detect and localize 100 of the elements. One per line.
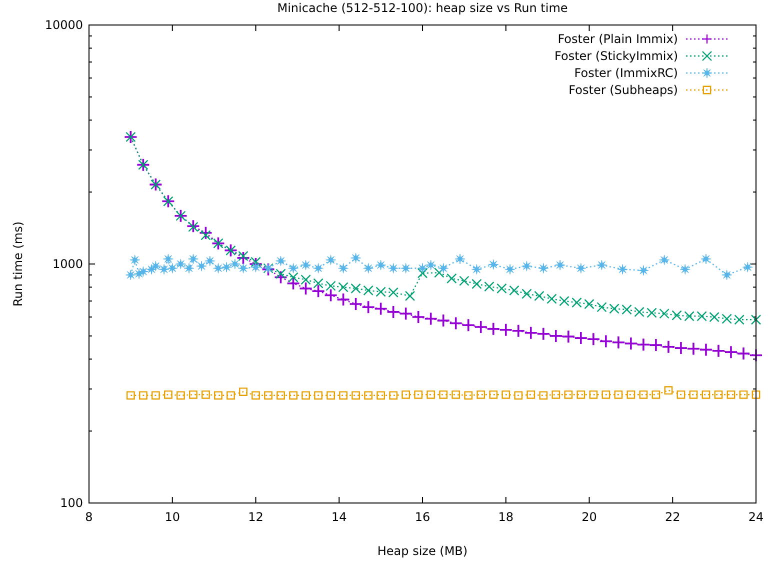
point xyxy=(646,308,657,318)
point xyxy=(539,391,548,400)
point xyxy=(302,391,310,400)
point xyxy=(204,256,216,266)
point xyxy=(552,390,560,399)
point xyxy=(417,263,428,274)
point xyxy=(486,322,500,336)
point xyxy=(438,263,449,274)
point xyxy=(509,285,520,296)
point xyxy=(138,391,148,400)
point xyxy=(696,311,707,322)
point xyxy=(348,297,363,311)
point xyxy=(750,314,762,325)
point xyxy=(714,390,723,399)
point xyxy=(417,268,428,278)
point xyxy=(221,262,232,272)
point xyxy=(236,251,250,265)
legend-label: Foster (StickyImmix) xyxy=(554,49,678,63)
point xyxy=(288,272,298,282)
point xyxy=(388,287,398,298)
point xyxy=(699,342,713,357)
legend-label: Foster (ImmixRC) xyxy=(574,66,678,80)
point xyxy=(130,254,140,266)
point xyxy=(311,284,326,298)
point xyxy=(722,270,732,280)
point xyxy=(464,391,473,400)
point xyxy=(624,336,638,350)
point xyxy=(484,281,494,292)
point xyxy=(426,390,436,399)
point xyxy=(584,298,594,310)
point xyxy=(522,288,532,299)
point xyxy=(196,260,207,272)
point xyxy=(554,260,566,270)
point xyxy=(534,290,544,302)
point xyxy=(684,311,694,322)
point xyxy=(461,318,476,332)
point xyxy=(652,390,660,399)
x-tick-label: 22 xyxy=(664,510,680,524)
point xyxy=(496,283,507,294)
point xyxy=(576,263,586,274)
point xyxy=(152,391,160,400)
point xyxy=(504,264,516,275)
point xyxy=(474,320,488,334)
point xyxy=(452,390,460,399)
point xyxy=(576,390,586,399)
point xyxy=(326,391,335,400)
point xyxy=(514,391,523,400)
point xyxy=(739,390,748,399)
point xyxy=(511,324,526,338)
point xyxy=(239,388,248,396)
point xyxy=(398,306,413,321)
point xyxy=(709,312,720,322)
point xyxy=(426,260,436,270)
point xyxy=(664,386,673,395)
point xyxy=(198,226,213,240)
point xyxy=(596,302,607,312)
point xyxy=(264,391,272,400)
point xyxy=(314,391,322,400)
point xyxy=(562,330,576,344)
point xyxy=(686,342,700,356)
point xyxy=(261,262,276,276)
point xyxy=(188,222,198,232)
point xyxy=(376,391,386,400)
x-tick-label: 10 xyxy=(164,510,180,524)
point xyxy=(448,316,463,330)
point xyxy=(350,283,361,294)
point xyxy=(352,391,360,400)
legend-label: Foster (Plain Immix) xyxy=(558,32,678,46)
point xyxy=(742,262,753,272)
point xyxy=(586,332,600,346)
point xyxy=(276,268,286,279)
point xyxy=(439,390,448,399)
point xyxy=(722,314,732,324)
point xyxy=(230,258,240,270)
point xyxy=(736,346,750,360)
chart-title: Minicache (512-512-100): heap size vs Run time xyxy=(277,1,568,15)
point xyxy=(389,391,398,400)
point xyxy=(612,335,626,350)
point xyxy=(250,262,261,272)
point xyxy=(471,264,482,275)
point xyxy=(749,348,763,362)
point xyxy=(489,390,498,399)
point xyxy=(434,268,444,278)
y-tick-label: 1000 xyxy=(52,257,83,271)
point xyxy=(376,286,386,297)
point xyxy=(404,290,416,302)
point xyxy=(158,264,170,275)
point xyxy=(200,230,211,240)
x-tick-label: 18 xyxy=(498,510,514,524)
point xyxy=(176,258,186,270)
point xyxy=(276,391,285,400)
point xyxy=(202,390,210,399)
point xyxy=(672,310,682,320)
point xyxy=(300,274,311,285)
point xyxy=(724,345,738,359)
point xyxy=(649,338,663,352)
point xyxy=(446,273,457,284)
point xyxy=(662,340,676,354)
point xyxy=(326,280,336,291)
point xyxy=(526,390,536,399)
